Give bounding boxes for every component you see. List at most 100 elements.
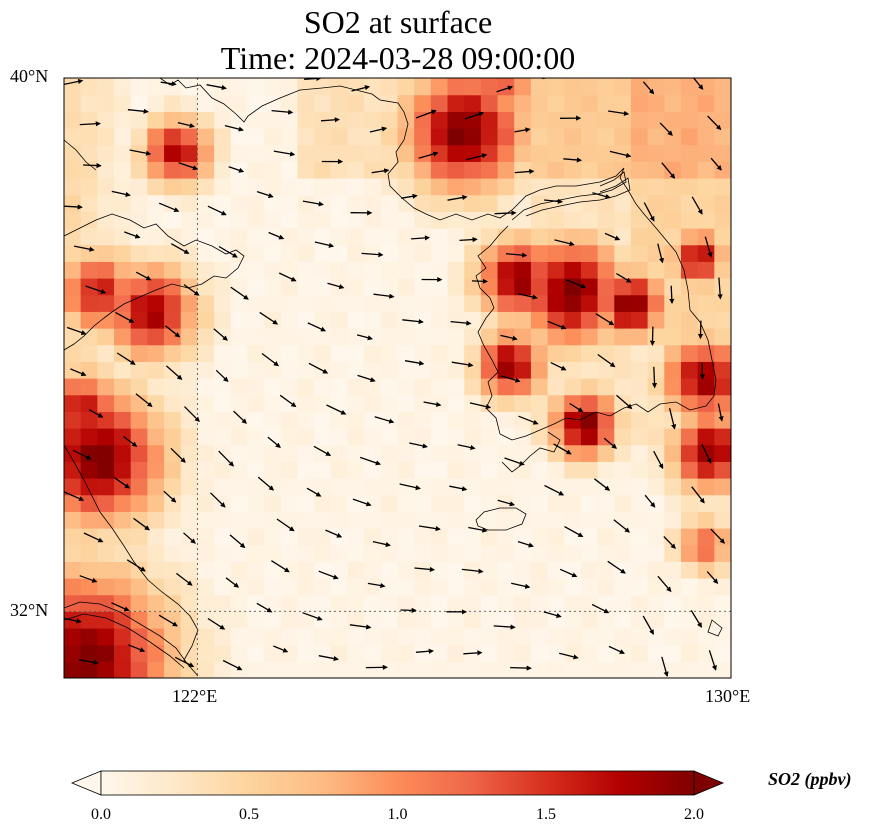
so2-cell xyxy=(714,178,731,196)
so2-cell xyxy=(264,161,282,179)
wind-arrow xyxy=(178,162,199,171)
so2-cell xyxy=(297,161,315,179)
wind-arrow xyxy=(261,352,279,367)
so2-cell xyxy=(330,578,349,596)
so2-cell xyxy=(597,528,615,546)
so2-cell xyxy=(314,461,332,479)
colorbar-tick-4: 2.0 xyxy=(684,806,704,823)
wind-arrow xyxy=(279,394,297,408)
so2-cell xyxy=(380,494,399,512)
lon-tick-130e: 130°E xyxy=(705,686,751,706)
so2-cell xyxy=(330,461,349,479)
wind-arrow xyxy=(449,485,468,492)
so2-cell xyxy=(280,378,299,396)
so2-cell xyxy=(230,528,249,546)
so2-cell xyxy=(147,628,165,646)
so2-cell xyxy=(114,644,132,662)
so2-cell xyxy=(414,244,432,262)
so2-cell xyxy=(564,594,582,612)
so2-cell xyxy=(697,211,715,229)
so2-cell xyxy=(164,428,182,446)
so2-cell xyxy=(347,644,365,662)
so2-cell xyxy=(297,428,315,446)
so2-cell xyxy=(180,611,198,629)
so2-cell xyxy=(297,478,315,496)
so2-cell xyxy=(447,78,465,96)
so2-cell xyxy=(130,528,148,546)
so2-cell xyxy=(397,378,415,396)
so2-cell xyxy=(264,194,282,212)
so2-cell xyxy=(80,228,98,246)
wind-arrow xyxy=(128,644,146,653)
so2-cell xyxy=(264,378,282,396)
so2-cell xyxy=(580,528,599,546)
so2-cell xyxy=(664,444,682,462)
so2-cell xyxy=(280,594,299,612)
so2-cell xyxy=(614,661,632,678)
so2-cell xyxy=(580,494,599,512)
so2-cell xyxy=(164,461,182,479)
so2-cell xyxy=(314,228,332,246)
so2-cell xyxy=(197,561,215,579)
wind-arrow xyxy=(559,652,579,660)
so2-cell xyxy=(280,644,299,662)
so2-cell xyxy=(647,328,665,346)
so2-cell xyxy=(130,178,148,196)
so2-cell xyxy=(547,361,565,379)
so2-cell xyxy=(697,361,715,379)
so2-cell xyxy=(497,628,515,646)
so2-cell xyxy=(330,244,349,262)
so2-cell xyxy=(580,461,599,479)
so2-cell xyxy=(497,144,515,162)
so2-cell xyxy=(680,361,699,379)
so2-cell xyxy=(280,478,299,496)
so2-cell xyxy=(480,661,499,678)
so2-cell xyxy=(447,144,465,162)
so2-cell xyxy=(714,661,731,678)
wind-arrow xyxy=(423,401,442,407)
so2-cell xyxy=(280,628,299,646)
wind-arrow xyxy=(643,202,655,222)
so2-cell xyxy=(564,611,582,629)
so2-cell xyxy=(414,194,432,212)
so2-cell xyxy=(114,361,132,379)
so2-cell xyxy=(247,628,265,646)
so2-cell xyxy=(614,511,632,529)
wind-arrow xyxy=(306,487,322,497)
so2-cell xyxy=(97,561,115,579)
so2-cell xyxy=(547,644,565,662)
wind-arrow xyxy=(83,532,104,543)
wind-arrow xyxy=(271,109,294,115)
so2-cell xyxy=(214,178,232,196)
so2-cell xyxy=(497,344,515,362)
so2-cell xyxy=(430,661,449,678)
so2-cell xyxy=(680,628,699,646)
wind-arrow xyxy=(213,328,228,341)
so2-cell xyxy=(147,261,165,279)
so2-cell xyxy=(364,94,382,112)
so2-cell xyxy=(197,194,215,212)
so2-cell xyxy=(147,244,165,262)
so2-cell xyxy=(380,478,399,496)
so2-cell xyxy=(197,228,215,246)
so2-cell xyxy=(464,94,482,112)
so2-cell xyxy=(164,161,182,179)
so2-cell xyxy=(514,161,532,179)
so2-cell xyxy=(297,94,315,112)
so2-cell xyxy=(597,644,615,662)
so2-cell xyxy=(647,394,665,412)
so2-cell xyxy=(197,311,215,329)
so2-cell xyxy=(247,494,265,512)
wind-arrow xyxy=(404,360,425,366)
so2-cell xyxy=(647,561,665,579)
so2-cell xyxy=(597,278,615,296)
so2-cell xyxy=(247,244,265,262)
so2-cell xyxy=(664,294,682,312)
so2-cell xyxy=(347,594,365,612)
so2-cell xyxy=(330,294,349,312)
so2-cell xyxy=(680,244,699,262)
so2-cell xyxy=(514,461,532,479)
so2-cell xyxy=(197,611,215,629)
wind-arrow xyxy=(111,190,131,197)
so2-cell xyxy=(214,428,232,446)
